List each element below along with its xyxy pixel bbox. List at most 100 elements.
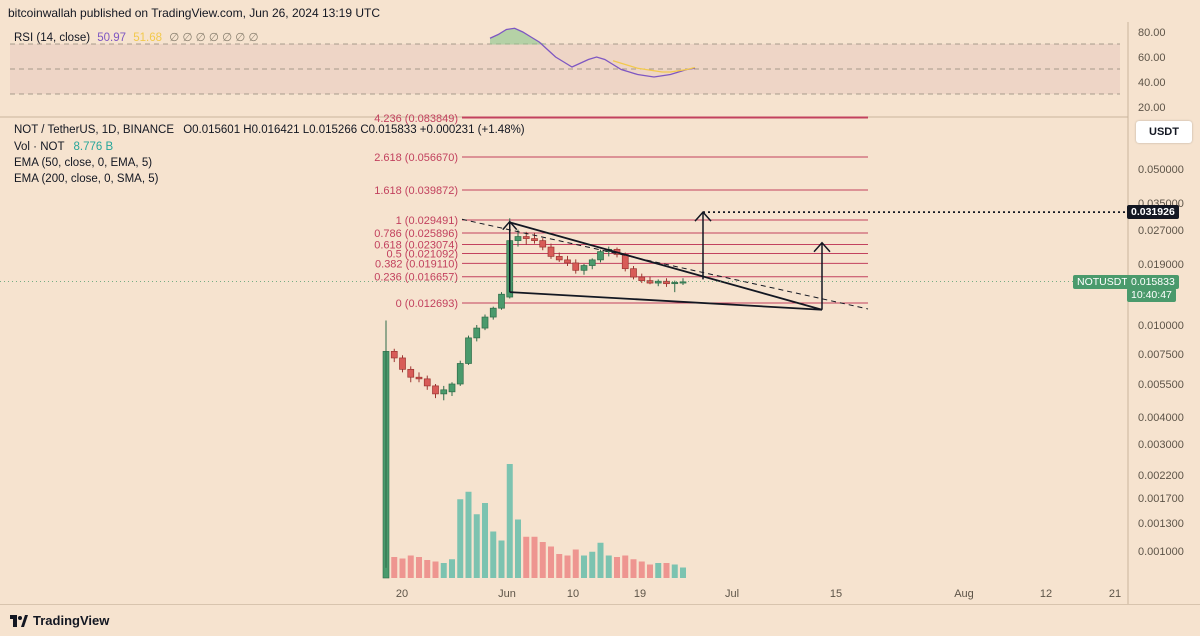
price-tick-label: 0.019000	[1138, 259, 1184, 271]
fib-level-label: 0.382 (0.019110)	[375, 258, 458, 270]
volume-bar	[399, 558, 406, 578]
price-tick-label: 0.002200	[1138, 470, 1184, 482]
candle-body	[539, 240, 547, 248]
fib-level-label: 1 (0.029491)	[396, 215, 458, 227]
candle-body	[597, 251, 604, 261]
volume-bar	[440, 563, 447, 578]
candle-body	[564, 259, 571, 264]
volume-bar	[597, 542, 604, 578]
time-tick-label: 21	[1109, 588, 1121, 600]
candle-body	[531, 238, 538, 241]
candle-body	[679, 281, 687, 284]
volume-bar	[506, 464, 513, 578]
volume-bar	[457, 499, 464, 578]
volume-bar	[638, 561, 645, 578]
volume-bar	[647, 564, 653, 578]
rsi-label: RSI (14, close)	[14, 32, 91, 44]
candle-body	[407, 368, 415, 378]
price-tick-label: 0.003000	[1138, 439, 1184, 451]
price-tick-label: 0.005500	[1138, 379, 1184, 391]
volume-bar	[473, 514, 480, 578]
candle-body	[522, 236, 530, 239]
candle-body	[572, 262, 580, 271]
rsi-ma-value: 51.68	[133, 32, 163, 44]
tradingview-logo[interactable]: TradingView	[10, 613, 109, 628]
candle-body	[489, 307, 497, 318]
fib-level-label: 4.236 (0.083849)	[374, 113, 458, 125]
time-tick-label: Jun	[498, 588, 516, 600]
rsi-tick-label: 60.00	[1138, 52, 1166, 64]
volume-label: Vol · NOT	[14, 141, 65, 153]
volume-bar	[432, 561, 439, 578]
volume-value: 8.776 B	[73, 141, 114, 153]
candle-body	[399, 357, 406, 370]
wedge-upper-line	[509, 221, 823, 311]
volume-bar	[531, 536, 538, 578]
tradingview-icon	[10, 614, 28, 627]
rsi-value: 50.97	[97, 32, 127, 44]
fib-level-label: 0.618 (0.023074)	[374, 240, 458, 252]
volume-bar	[655, 563, 662, 578]
volume-bar	[663, 563, 670, 578]
price-tick-label: 0.010000	[1138, 320, 1184, 332]
volume-bar	[622, 555, 629, 578]
fib-level-label: 0.786 (0.025896)	[374, 228, 458, 240]
volume-bar	[407, 555, 414, 578]
flagpole-arrow-head	[502, 220, 518, 231]
last-price-tag: 0.015833	[1127, 275, 1179, 289]
volume-legend: Vol · NOT 8.776 B	[14, 141, 113, 153]
candle-body	[638, 276, 646, 281]
price-tick-label: 0.027000	[1138, 225, 1184, 237]
candle-body	[440, 389, 448, 395]
candle-body	[390, 350, 398, 359]
candle-body	[588, 259, 596, 266]
fib-level-label: 1.618 (0.039872)	[374, 185, 458, 197]
volume-bar	[391, 557, 398, 578]
volume-bar	[630, 559, 637, 578]
volume-bar	[449, 559, 455, 578]
volume-bar	[465, 491, 472, 578]
volume-bar	[424, 560, 431, 578]
volume-bar	[581, 555, 587, 578]
candle-body	[671, 282, 679, 285]
rsi-placeholders: ∅ ∅ ∅ ∅ ∅ ∅ ∅	[169, 32, 259, 44]
volume-bar	[605, 555, 612, 578]
candle-body	[547, 246, 555, 257]
volume-bar	[548, 546, 554, 578]
symbol-tag: NOTUSDT	[1073, 275, 1132, 289]
currency-button[interactable]: USDT	[1136, 121, 1192, 143]
time-tick-label: 20	[396, 588, 408, 600]
volume-bar	[671, 564, 678, 578]
candle-body	[498, 293, 505, 309]
price-tick-label: 0.007500	[1138, 349, 1184, 361]
time-tick-label: 12	[1040, 588, 1052, 600]
price-tick-label: 0.001300	[1138, 518, 1184, 530]
candle-body	[654, 280, 662, 284]
rsi-overbought-fill	[490, 28, 556, 45]
volume-bar	[589, 551, 596, 578]
fib-level-label: 2.618 (0.056670)	[374, 152, 458, 164]
footer-brand: TradingView	[33, 613, 110, 628]
candle-body	[621, 254, 629, 270]
candle-body	[514, 236, 522, 241]
rsi-line	[489, 27, 696, 78]
candle-body	[432, 385, 439, 395]
rsi-tick-label: 80.00	[1138, 27, 1166, 39]
rsi-tick-label: 40.00	[1138, 77, 1166, 89]
footer-bar: TradingView	[0, 604, 1200, 636]
price-tick-label: 0.001700	[1138, 493, 1184, 505]
price-tick-label: 0.001000	[1138, 546, 1184, 558]
rsi-tick-label: 20.00	[1138, 102, 1166, 114]
countdown-tag: 10:40:47	[1127, 288, 1176, 302]
volume-bar	[523, 536, 530, 578]
volume-bar	[614, 557, 620, 578]
candle-body	[465, 337, 472, 364]
publisher-line: bitcoinwallah published on TradingView.c…	[8, 6, 381, 20]
candle-body	[456, 363, 464, 385]
time-tick-label: 15	[830, 588, 842, 600]
candle-body	[481, 316, 489, 329]
volume-bar	[556, 554, 563, 578]
fib-level-label: 0 (0.012693)	[396, 298, 458, 310]
apex-arrow-head	[813, 241, 831, 253]
